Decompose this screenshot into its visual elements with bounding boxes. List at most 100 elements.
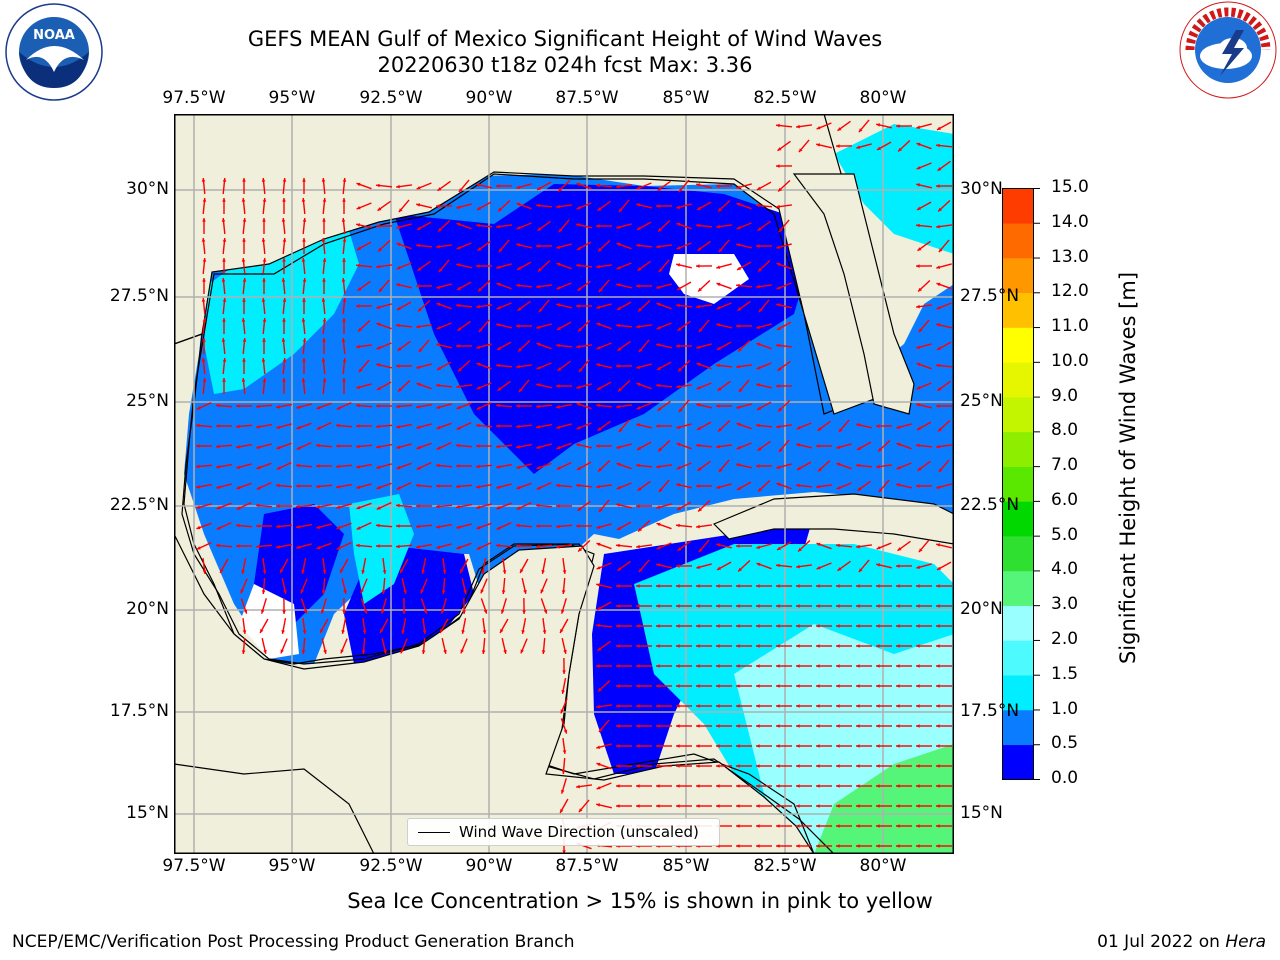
lon-tick-top: 82.5°W: [753, 88, 817, 108]
wave-arrow-head: [736, 704, 740, 708]
colorbar-cell: [1002, 501, 1034, 537]
wave-arrow-head: [282, 238, 287, 242]
wave-arrow-head: [836, 624, 840, 628]
wave-arrow-head: [916, 386, 921, 390]
colorbar-tick-label: 10.0: [1051, 350, 1089, 371]
wave-arrow-head: [576, 223, 581, 227]
wave-arrow-head: [776, 123, 780, 128]
wave-arrow-head: [401, 630, 405, 634]
lat-tick-left: 22.5°N: [109, 495, 169, 515]
wave-arrow-head: [296, 525, 300, 529]
wave-arrow-head: [536, 524, 540, 528]
wave-arrow-head: [896, 584, 900, 588]
wave-arrow-head: [816, 744, 820, 748]
wave-arrow-head: [916, 604, 920, 608]
wave-arrow-head: [616, 184, 620, 189]
wave-arrow-head: [216, 505, 221, 510]
wave-arrow-head: [637, 446, 641, 450]
wave-arrow-head: [796, 704, 800, 708]
wave-arrow-head: [836, 644, 840, 648]
wave-arrow-head: [516, 283, 520, 288]
wave-arrow-head: [836, 584, 840, 588]
wave-arrow-head: [736, 226, 741, 230]
wave-arrow-head: [436, 545, 441, 549]
wave-arrow-head: [677, 327, 682, 331]
wave-arrow-head: [618, 208, 623, 213]
lat-tick-left: 17.5°N: [109, 701, 169, 721]
wave-arrow-head: [342, 610, 346, 614]
wave-arrow-head: [537, 227, 542, 231]
wave-arrow-head: [656, 604, 660, 608]
wave-arrow-head: [296, 504, 300, 509]
wave-arrow-head: [201, 238, 206, 242]
wave-arrow-head: [636, 324, 640, 329]
wave-arrow-head: [776, 664, 780, 668]
wave-arrow-head: [696, 664, 700, 668]
wave-arrow-head: [597, 386, 601, 390]
wave-arrow-head: [636, 284, 640, 288]
wave-arrow-head: [438, 227, 442, 232]
wave-arrow-head: [778, 187, 782, 192]
wave-arrow-head: [260, 629, 264, 633]
colorbar: [1002, 188, 1040, 780]
wave-arrow-head: [336, 464, 340, 469]
wave-arrow-head: [241, 650, 246, 654]
wave-arrow-head: [936, 543, 941, 547]
wave-arrow-head: [836, 144, 840, 148]
wave-arrow-head: [916, 784, 920, 788]
wave-arrow-head: [696, 443, 700, 448]
wave-arrow-head: [616, 604, 620, 608]
wave-arrow-head: [596, 224, 600, 228]
wave-arrow-head: [577, 466, 581, 470]
wave-arrow-head: [796, 644, 800, 648]
wave-arrow-head: [658, 447, 662, 452]
wave-arrow-head: [916, 403, 921, 407]
wave-arrow-head: [916, 584, 920, 588]
wave-arrow-head: [936, 744, 940, 748]
wave-arrow-head: [836, 704, 840, 708]
wave-arrow-head: [816, 824, 820, 828]
wave-arrow-head: [916, 125, 921, 129]
wave-arrow-head: [677, 547, 682, 551]
wave-arrow-head: [736, 446, 741, 450]
wave-arrow-head: [496, 424, 500, 428]
wave-arrow-head: [356, 263, 360, 268]
wave-arrow-head: [261, 238, 266, 242]
colorbar-tick-label: 3.0: [1051, 594, 1079, 615]
wave-arrow-head: [616, 764, 620, 768]
wave-arrow-head: [796, 684, 800, 688]
wave-arrow-head: [638, 568, 643, 573]
wave-arrow-head: [777, 367, 782, 371]
wave-arrow-head: [776, 744, 780, 748]
wave-arrow-head: [416, 186, 421, 190]
wave-arrow-head: [736, 544, 740, 548]
wave-arrow-head: [497, 346, 501, 350]
wave-arrow-head: [342, 318, 346, 322]
wave-arrow-head: [316, 443, 320, 448]
wave-arrow-head: [656, 464, 660, 469]
wave-arrow-head: [436, 383, 440, 388]
wave-arrow-head: [356, 385, 361, 389]
footer-date-text: 01 Jul 2022 on: [1097, 932, 1226, 952]
wave-arrow-head: [560, 709, 564, 714]
wave-arrow-head: [796, 744, 800, 748]
wave-arrow-head: [756, 383, 761, 387]
wave-arrow-head: [716, 265, 721, 269]
wave-arrow-head: [356, 403, 360, 408]
wave-arrow-head: [358, 368, 363, 373]
wave-arrow-head: [836, 724, 840, 728]
wave-arrow-head: [196, 485, 200, 489]
wave-arrow-head: [856, 844, 860, 848]
wave-arrow-head: [696, 584, 700, 588]
wave-arrow-head: [443, 649, 447, 654]
wave-arrow-head: [196, 464, 200, 469]
wave-arrow-head: [296, 545, 301, 549]
wave-arrow-head: [676, 564, 680, 568]
wave-arrow-head: [262, 218, 266, 222]
wave-arrow-head: [562, 670, 566, 674]
wave-arrow-head: [416, 382, 421, 387]
wave-arrow-head: [758, 267, 762, 272]
wave-arrow-head: [776, 563, 780, 568]
wave-arrow-head: [357, 246, 361, 250]
wave-arrow-head: [256, 486, 261, 490]
